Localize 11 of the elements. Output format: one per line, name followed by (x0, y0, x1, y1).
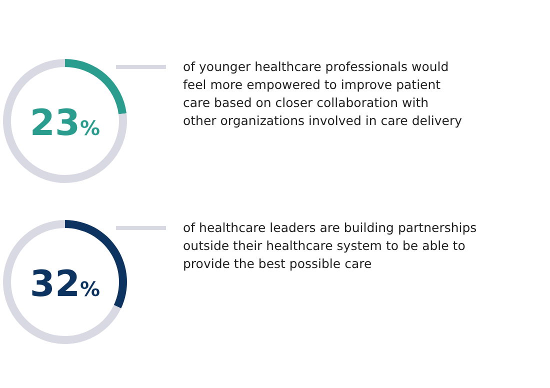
text: of younger healthcare professionals would (183, 59, 449, 74)
donut-slice (3, 220, 122, 344)
donut-slice (3, 59, 127, 183)
text: outside their healthcare system to be able to (183, 238, 466, 253)
text: other organizations involved in care delivery (183, 113, 463, 128)
text: of healthcare leaders are building partnerships (183, 220, 477, 235)
text: 32% (30, 264, 100, 305)
text: 23% (30, 103, 100, 144)
text: provide the best possible care (183, 256, 372, 271)
text: care based on closer collaboration with (183, 95, 429, 110)
text: feel more empowered to improve patient (183, 77, 441, 92)
